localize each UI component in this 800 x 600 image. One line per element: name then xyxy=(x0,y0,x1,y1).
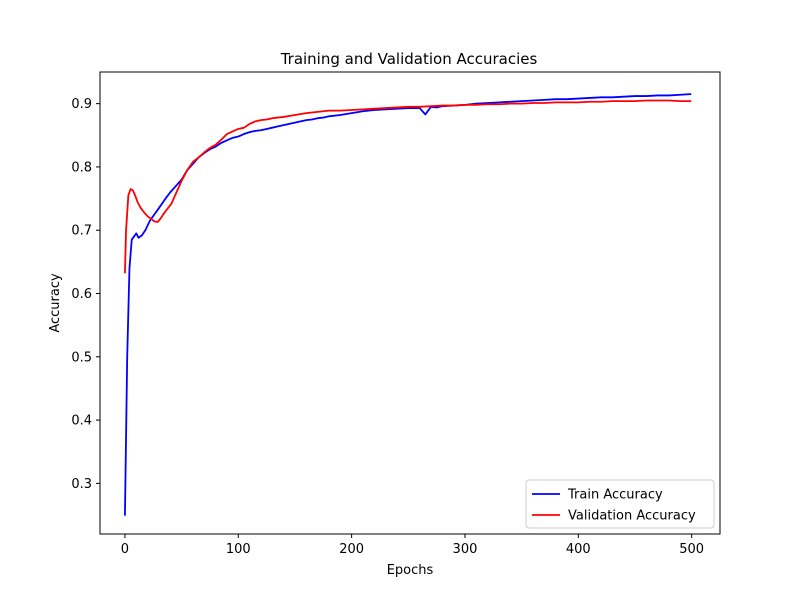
plot-frame xyxy=(99,71,721,535)
y-tick-label: 0.9 xyxy=(71,97,92,112)
x-axis: 0 100 200 300 400 500 xyxy=(121,534,704,557)
series-layer xyxy=(124,93,692,516)
legend-label: Validation Accuracy xyxy=(568,509,696,524)
y-tick-label: 0.7 xyxy=(71,224,92,239)
x-tick-label: 400 xyxy=(566,542,591,557)
x-tick-label: 0 xyxy=(121,542,129,557)
y-tick-label: 0.3 xyxy=(71,477,92,492)
series-line-validation-accuracy xyxy=(124,99,692,274)
x-axis-label: Epochs xyxy=(387,563,434,578)
legend: Train Accuracy Validation Accuracy xyxy=(525,479,715,529)
y-axis-label: Accuracy xyxy=(48,273,63,333)
x-tick-label: 500 xyxy=(679,542,704,557)
x-tick-label: 300 xyxy=(453,542,478,557)
y-tick-label: 0.5 xyxy=(71,350,92,365)
y-tick-label: 0.4 xyxy=(71,414,92,429)
series-line-train-accuracy xyxy=(124,93,692,516)
legend-box xyxy=(525,479,715,529)
legend-label: Train Accuracy xyxy=(567,488,663,503)
x-tick-label: 100 xyxy=(226,542,251,557)
x-tick-label: 200 xyxy=(339,542,364,557)
y-axis: 0.3 0.4 0.5 0.6 0.7 0.8 0.9 xyxy=(71,97,100,492)
y-tick-label: 0.6 xyxy=(71,287,92,302)
chart-title: Training and Validation Accuracies xyxy=(280,50,538,68)
y-tick-label: 0.8 xyxy=(71,160,92,175)
